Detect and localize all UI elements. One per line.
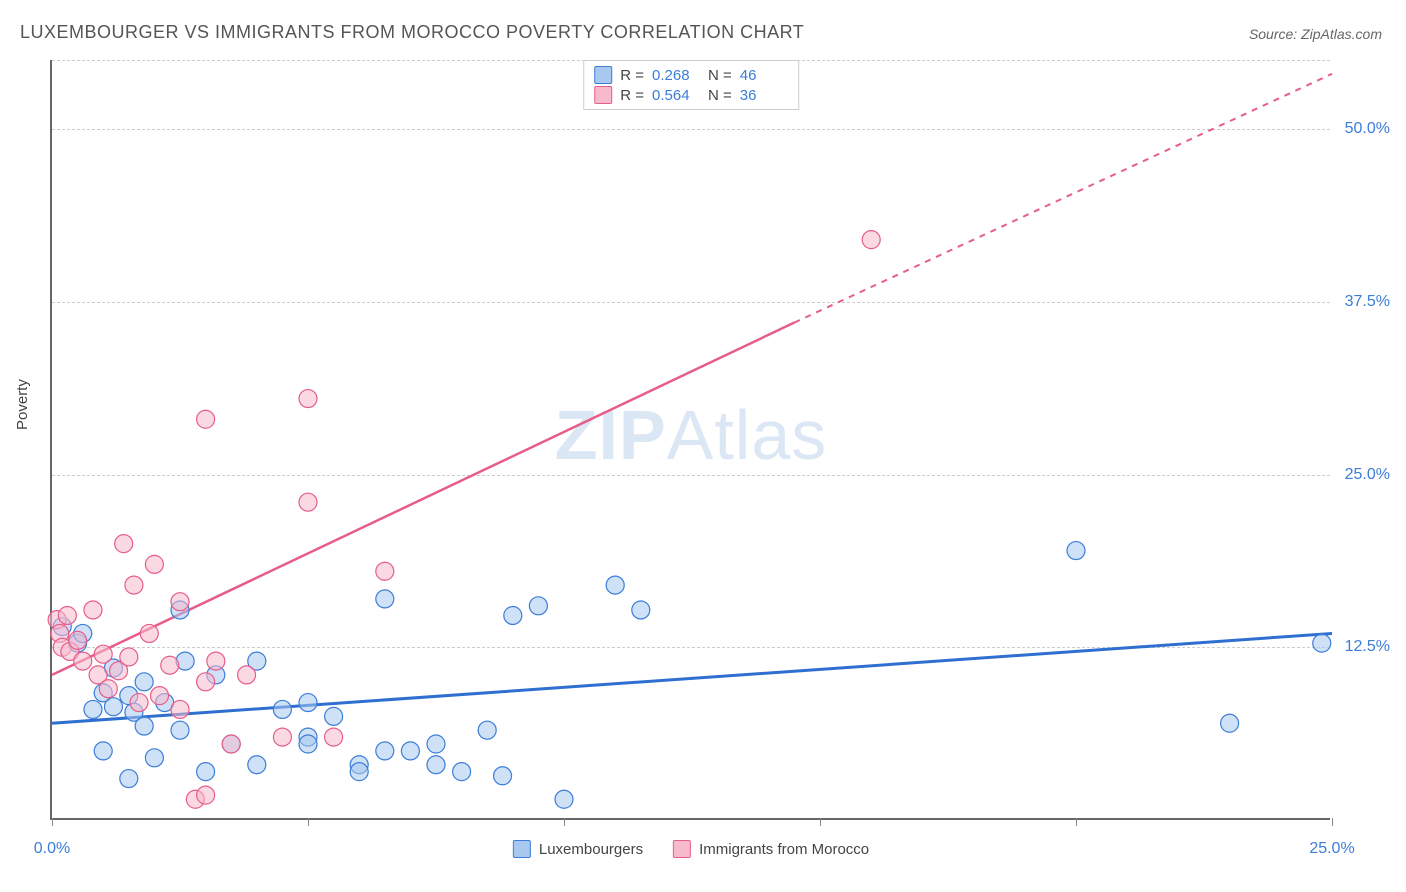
data-point-luxembourgers [84,700,102,718]
swatch-bottom-2 [673,840,691,858]
chart-title: LUXEMBOURGER VS IMMIGRANTS FROM MOROCCO … [20,22,804,43]
data-point-morocco [197,410,215,428]
data-point-luxembourgers [94,742,112,760]
data-point-luxembourgers [135,717,153,735]
data-point-luxembourgers [453,763,471,781]
data-point-morocco [130,694,148,712]
swatch-series-1 [594,66,612,84]
data-point-morocco [69,631,87,649]
trend-line-dashed-morocco [794,74,1332,323]
legend-label-1: Luxembourgers [539,841,643,858]
data-point-luxembourgers [197,763,215,781]
y-axis-label: Poverty [14,379,31,430]
trend-line-morocco [52,323,794,675]
swatch-series-2 [594,86,612,104]
r-value-2: 0.564 [652,87,700,104]
legend-item-2: Immigrants from Morocco [673,840,869,858]
data-point-morocco [862,231,880,249]
x-tick [820,818,821,826]
data-point-morocco [74,652,92,670]
data-point-luxembourgers [1221,714,1239,732]
data-point-luxembourgers [350,763,368,781]
data-point-luxembourgers [273,700,291,718]
r-value-1: 0.268 [652,67,700,84]
data-point-luxembourgers [478,721,496,739]
plot-svg [52,60,1330,818]
n-label-2: N = [708,87,732,104]
data-point-morocco [238,666,256,684]
legend-row-1: R = 0.268 N = 46 [594,65,788,85]
n-value-2: 36 [740,87,788,104]
n-value-1: 46 [740,67,788,84]
data-point-luxembourgers [555,790,573,808]
x-tick [1076,818,1077,826]
swatch-bottom-1 [513,840,531,858]
legend-item-1: Luxembourgers [513,840,643,858]
y-tick-label: 12.5% [1345,638,1390,656]
x-tick [1332,818,1333,826]
series-legend: Luxembourgers Immigrants from Morocco [513,840,869,858]
data-point-morocco [376,562,394,580]
data-point-morocco [151,687,169,705]
data-point-luxembourgers [1313,634,1331,652]
data-point-morocco [197,786,215,804]
data-point-morocco [115,535,133,553]
data-point-luxembourgers [427,756,445,774]
data-point-luxembourgers [248,756,266,774]
correlation-legend: R = 0.268 N = 46 R = 0.564 N = 36 [583,60,799,110]
y-tick-label: 50.0% [1345,120,1390,138]
data-point-luxembourgers [427,735,445,753]
r-label-1: R = [620,67,644,84]
data-point-luxembourgers [401,742,419,760]
plot-area: ZIPAtlas R = 0.268 N = 46 R = 0.564 N = … [50,60,1330,820]
data-point-morocco [299,390,317,408]
data-point-morocco [273,728,291,746]
data-point-morocco [197,673,215,691]
x-tick [52,818,53,826]
y-tick-label: 25.0% [1345,466,1390,484]
data-point-luxembourgers [606,576,624,594]
data-point-luxembourgers [376,590,394,608]
data-point-luxembourgers [299,735,317,753]
data-point-morocco [94,645,112,663]
data-point-morocco [125,576,143,594]
n-label-1: N = [708,67,732,84]
data-point-morocco [299,493,317,511]
data-point-luxembourgers [325,707,343,725]
chart-container: LUXEMBOURGER VS IMMIGRANTS FROM MOROCCO … [0,0,1406,892]
data-point-luxembourgers [376,742,394,760]
data-point-luxembourgers [494,767,512,785]
data-point-morocco [171,700,189,718]
legend-row-2: R = 0.564 N = 36 [594,85,788,105]
data-point-luxembourgers [120,770,138,788]
data-point-morocco [325,728,343,746]
data-point-luxembourgers [135,673,153,691]
x-tick [308,818,309,826]
data-point-morocco [99,680,117,698]
x-tick-label: 25.0% [1309,840,1354,858]
data-point-luxembourgers [632,601,650,619]
data-point-morocco [84,601,102,619]
x-tick-label: 0.0% [34,840,70,858]
data-point-luxembourgers [171,721,189,739]
data-point-morocco [161,656,179,674]
data-point-morocco [145,555,163,573]
r-label-2: R = [620,87,644,104]
data-point-morocco [171,593,189,611]
legend-label-2: Immigrants from Morocco [699,841,869,858]
x-tick [564,818,565,826]
data-point-morocco [207,652,225,670]
data-point-morocco [58,606,76,624]
source-attribution: Source: ZipAtlas.com [1249,26,1382,42]
data-point-morocco [120,648,138,666]
data-point-luxembourgers [145,749,163,767]
data-point-luxembourgers [299,694,317,712]
data-point-morocco [140,624,158,642]
data-point-luxembourgers [529,597,547,615]
data-point-luxembourgers [104,698,122,716]
data-point-morocco [222,735,240,753]
data-point-luxembourgers [1067,542,1085,560]
data-point-luxembourgers [504,606,522,624]
y-tick-label: 37.5% [1345,293,1390,311]
